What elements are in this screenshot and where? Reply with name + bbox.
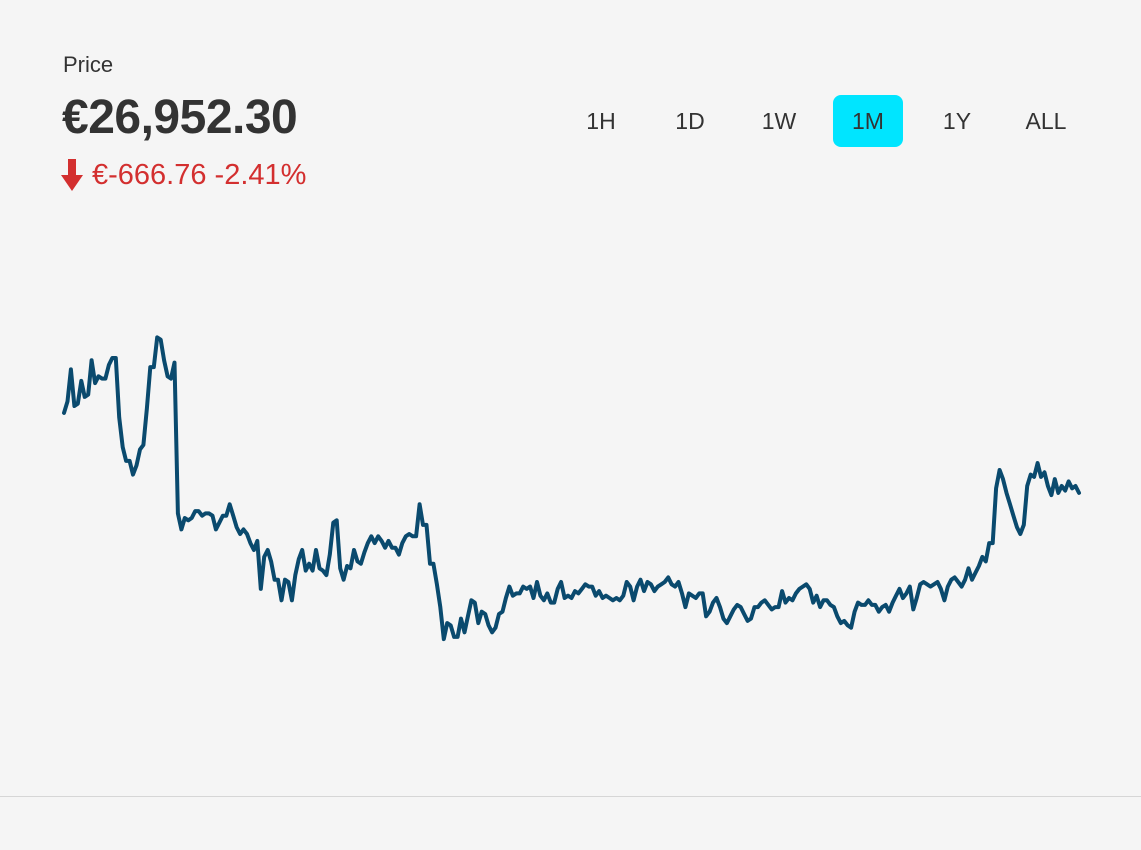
price-value: €26,952.30 bbox=[62, 91, 298, 144]
range-tab-1m[interactable]: 1M bbox=[833, 95, 903, 147]
price-change: €-666.76 -2.41% bbox=[60, 158, 306, 192]
range-tab-1y[interactable]: 1Y bbox=[922, 95, 992, 147]
price-change-text: €-666.76 -2.41% bbox=[92, 158, 307, 191]
down-arrow-icon bbox=[61, 159, 83, 191]
range-tab-1w[interactable]: 1W bbox=[744, 95, 814, 147]
price-line bbox=[62, 335, 1081, 642]
range-tab-all[interactable]: ALL bbox=[1011, 95, 1081, 147]
chart-baseline bbox=[0, 796, 1141, 797]
range-tab-1h[interactable]: 1H bbox=[566, 95, 636, 147]
time-range-tabs: 1H 1D 1W 1M 1Y ALL bbox=[566, 95, 1081, 147]
price-label: Price bbox=[63, 52, 114, 77]
range-tab-1d[interactable]: 1D bbox=[655, 95, 725, 147]
